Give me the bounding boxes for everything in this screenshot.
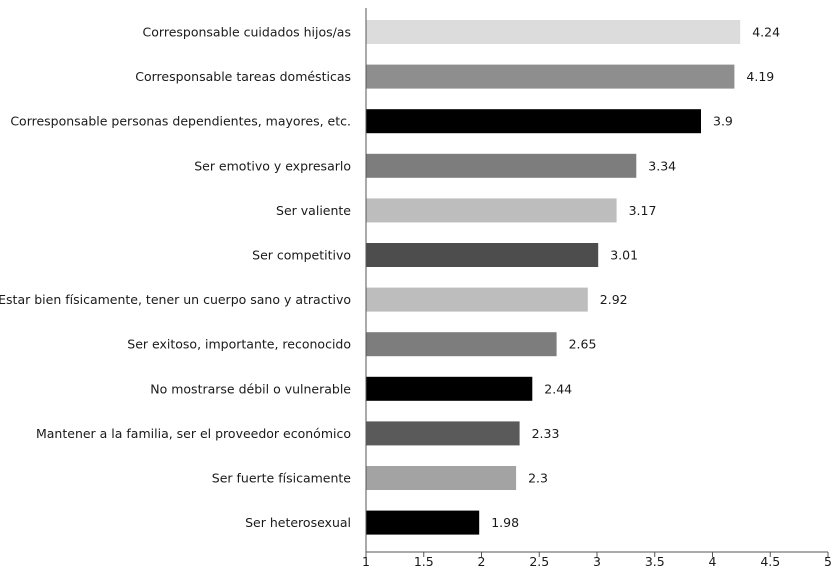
x-tick-label: 4 xyxy=(709,554,717,569)
bar xyxy=(366,109,701,134)
category-labels: Corresponsable cuidados hijos/as Correspo… xyxy=(0,25,351,531)
value-label: 3.9 xyxy=(713,114,733,129)
value-label: 3.01 xyxy=(610,248,638,263)
value-label: 2.3 xyxy=(528,471,548,486)
bar xyxy=(366,376,533,401)
bar xyxy=(366,20,741,44)
x-tick-label: 3.5 xyxy=(645,554,665,569)
x-tick-label: 2.5 xyxy=(529,554,549,569)
value-label: 3.17 xyxy=(629,203,657,218)
category-label: Corresponsable tareas domésticas xyxy=(135,69,351,84)
value-labels: 4.24 4.19 3.9 3.34 3.17 3.01 2.92 2.65 2.44 2.33 2… xyxy=(491,25,780,531)
axes: 1 1.5 2 2.5 3 3.5 4 4.5 5 xyxy=(362,8,832,569)
category-label: Ser fuerte físicamente xyxy=(212,471,352,486)
x-tick-label: 2 xyxy=(478,554,486,569)
x-tick-label: 3 xyxy=(593,554,601,569)
bar xyxy=(366,466,517,490)
value-label: 1.98 xyxy=(491,515,519,530)
category-label: Corresponsable cuidados hijos/as xyxy=(143,25,351,40)
category-label: Ser competitivo xyxy=(252,248,351,263)
category-label: Ser exitoso, importante, reconocido xyxy=(127,337,351,352)
bar xyxy=(366,332,557,357)
bar xyxy=(366,510,480,535)
value-label: 2.44 xyxy=(544,381,572,396)
bar xyxy=(366,287,588,312)
category-label: Corresponsable personas dependientes, ma… xyxy=(10,114,351,129)
category-label: Ser emotivo y expresarlo xyxy=(194,158,351,173)
bar xyxy=(366,153,637,178)
category-label: No mostrarse débil o vulnerable xyxy=(150,381,351,396)
x-tick-label: 1.5 xyxy=(414,554,434,569)
bar xyxy=(366,198,617,223)
x-tick-label: 4.5 xyxy=(760,554,780,569)
x-tick-label: 5 xyxy=(824,554,832,569)
bar xyxy=(366,421,520,446)
value-label: 3.34 xyxy=(648,158,676,173)
category-label: Estar bien físicamente, tener un cuerpo … xyxy=(0,292,351,307)
bar xyxy=(366,243,599,267)
value-label: 4.19 xyxy=(746,69,774,84)
bars-layer xyxy=(366,20,741,535)
value-label: 4.24 xyxy=(752,25,780,40)
bar xyxy=(366,64,735,89)
value-label: 2.92 xyxy=(600,292,628,307)
value-label: 2.33 xyxy=(532,426,560,441)
category-label: Mantener a la familia, ser el proveedor … xyxy=(36,426,351,441)
category-label: Ser valiente xyxy=(276,203,351,218)
value-label: 2.65 xyxy=(569,337,597,352)
category-label: Ser heterosexual xyxy=(245,515,351,530)
x-tick-label: 1 xyxy=(362,554,370,569)
